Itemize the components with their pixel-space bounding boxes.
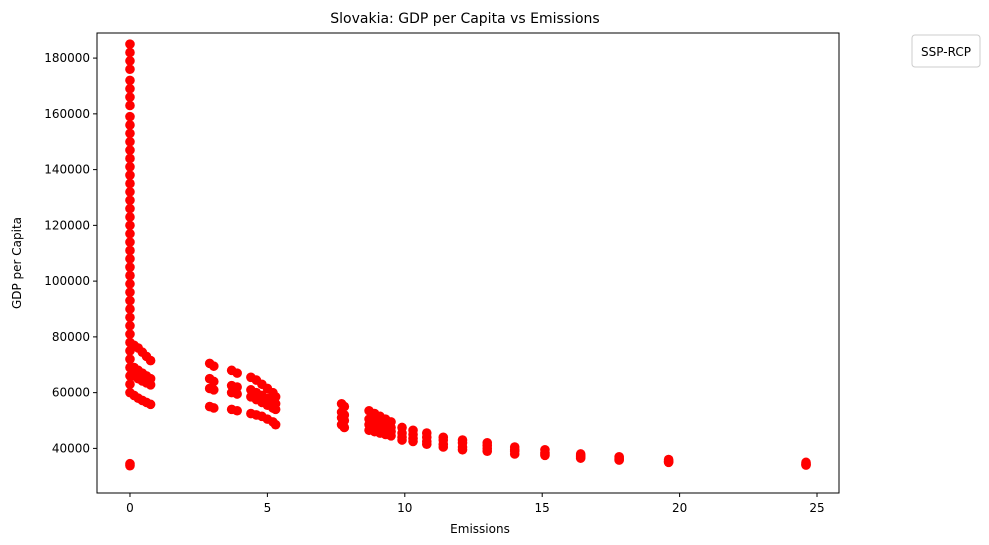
y-tick-label: 160000 [44,107,90,121]
data-point [125,92,135,102]
data-point [125,212,135,222]
data-point [270,404,281,415]
data-point [509,449,520,459]
data-point [125,178,135,189]
data-point [208,403,219,413]
data-point [482,446,493,456]
data-point [663,457,674,468]
data-point [801,460,811,470]
data-points [125,39,811,471]
legend: SSP-RCP [911,34,981,68]
data-point [125,83,135,94]
x-tick-label: 25 [809,501,824,515]
data-point [125,262,135,272]
data-point [125,254,135,264]
y-tick-label: 60000 [52,386,90,400]
data-point [125,120,135,130]
x-tick-label: 20 [672,501,687,515]
data-point [540,450,550,461]
data-point [125,56,135,66]
data-point [145,380,156,390]
data-point [232,389,242,399]
data-point [575,453,586,463]
x-tick-label: 5 [264,501,272,515]
data-point [125,111,135,122]
data-point [421,439,432,450]
data-point [125,153,135,164]
data-point [408,436,418,447]
data-point [125,75,135,86]
data-point [125,203,135,214]
y-tick-label: 40000 [52,441,90,455]
data-point [125,245,135,256]
data-point [125,279,135,289]
data-point [125,354,135,364]
data-point [125,220,135,231]
data-point [125,228,135,239]
data-point [125,460,135,471]
data-point [125,162,135,172]
data-point [125,379,135,390]
x-tick-label: 0 [126,501,134,515]
data-point [145,355,156,366]
data-point [125,304,135,314]
y-axis-label: GDP per Capita [10,217,24,309]
x-tick-label: 10 [397,501,412,515]
data-point [614,455,624,465]
legend-box [911,34,981,68]
y-tick-label: 100000 [44,274,90,288]
data-point [145,399,156,410]
data-point [232,368,242,378]
y-tick-label: 120000 [44,218,90,232]
x-axis-ticks: 0 5 10 15 20 25 [126,493,825,515]
data-point [125,128,135,139]
chart-title: Slovakia: GDP per Capita vs Emissions [330,11,599,27]
plot-area [97,33,839,493]
data-point [208,385,219,395]
data-point [125,195,135,206]
data-point [125,295,135,306]
y-tick-label: 80000 [52,330,90,344]
data-point [125,187,135,197]
data-point [125,136,135,147]
data-point [208,361,219,371]
y-tick-label: 140000 [44,163,90,177]
data-point [125,39,135,49]
plot-frame [96,32,840,494]
data-point [232,405,242,416]
data-point [125,237,135,247]
data-point [125,100,135,111]
data-point [125,64,135,75]
data-point [397,435,407,445]
y-axis-ticks: 40000 60000 80000 100000 120000 140000 160000 1… [44,51,97,455]
data-point [125,312,135,323]
y-tick-label: 180000 [44,51,90,65]
data-point [457,444,468,455]
x-tick-label: 15 [535,501,550,515]
data-point [270,419,281,430]
data-point [125,320,135,331]
x-axis-label: Emissions [450,522,510,536]
data-point [208,376,219,387]
data-point [386,431,396,441]
legend-title: SSP-RCP [921,45,971,59]
data-point [125,329,135,339]
data-point [339,422,350,433]
data-point [125,145,135,155]
data-point [125,270,135,281]
data-point [125,287,135,298]
data-point [125,170,135,180]
data-point [438,442,449,452]
data-point [125,47,135,58]
